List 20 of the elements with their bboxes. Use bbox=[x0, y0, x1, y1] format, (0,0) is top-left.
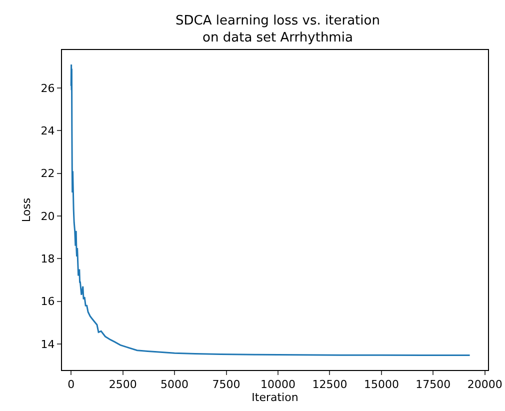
y-tick-label: 14 bbox=[40, 338, 55, 351]
y-tick-label: 22 bbox=[40, 167, 55, 180]
x-tick-label: 10000 bbox=[260, 378, 296, 392]
x-tick-label: 20000 bbox=[467, 378, 502, 392]
y-tick-label: 18 bbox=[40, 252, 55, 266]
y-tick-label: 16 bbox=[40, 295, 55, 308]
y-axis-title: Loss bbox=[20, 198, 33, 222]
x-tick-label: 17500 bbox=[416, 378, 451, 392]
x-axis-title: Iteration bbox=[252, 391, 298, 404]
line-series bbox=[70, 64, 471, 356]
y-tick-label: 24 bbox=[40, 124, 55, 138]
x-tick-label: 2500 bbox=[108, 378, 137, 392]
x-tick-label: 7500 bbox=[212, 378, 240, 392]
y-tick-label: 20 bbox=[40, 210, 55, 223]
x-tick-label: 12500 bbox=[312, 378, 348, 392]
y-tick-label: 26 bbox=[40, 82, 55, 95]
chart-title: SDCA learning loss vs. iteration on data set Arrhythmia bbox=[176, 14, 380, 46]
x-tick-label: 15000 bbox=[364, 378, 399, 392]
x-tick-label: 5000 bbox=[160, 378, 189, 392]
x-tick-label: 0 bbox=[68, 378, 75, 392]
